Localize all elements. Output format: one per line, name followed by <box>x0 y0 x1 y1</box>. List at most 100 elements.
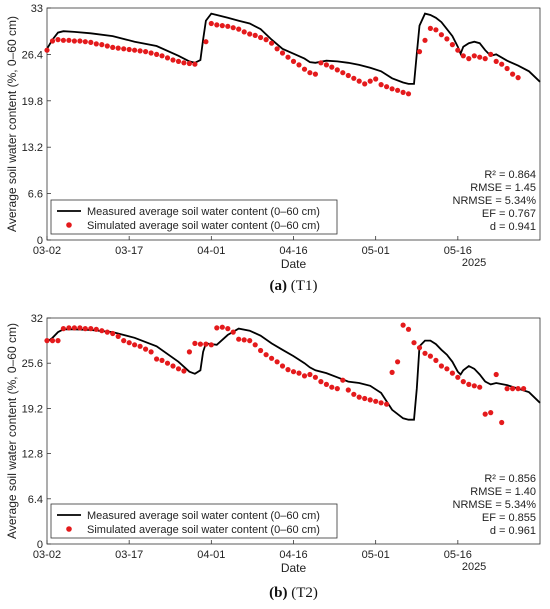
simulated-point <box>433 27 439 33</box>
x-tick-label: 05-01 <box>362 245 390 257</box>
simulated-point <box>77 38 83 44</box>
simulated-point <box>247 31 253 37</box>
x-tick-label: 05-01 <box>362 549 390 561</box>
simulated-point <box>132 342 138 348</box>
simulated-point <box>71 38 77 44</box>
simulated-point <box>301 66 308 72</box>
simulated-point <box>416 345 423 351</box>
legend-box <box>50 503 338 539</box>
simulated-point <box>378 400 384 406</box>
simulated-point <box>137 343 143 349</box>
stat-line: EF = 0.767 <box>482 208 536 220</box>
stat-line: NRMSE = 5.34% <box>453 195 537 207</box>
simulated-point <box>444 36 450 42</box>
x-tick-label: 05-16 <box>444 245 472 257</box>
simulated-point <box>181 368 187 374</box>
simulated-point <box>175 58 182 64</box>
simulated-point <box>208 342 214 348</box>
simulated-point <box>137 48 143 54</box>
simulated-point <box>258 347 264 354</box>
simulated-point <box>367 397 373 403</box>
simulated-point <box>389 86 395 92</box>
simulated-point <box>181 60 187 66</box>
figure-caption: (b) (T2) <box>269 585 318 601</box>
x-tick-label: 03-17 <box>115 549 143 561</box>
simulated-point <box>509 386 516 392</box>
simulated-point <box>460 379 466 385</box>
simulated-point <box>384 84 390 90</box>
simulated-point <box>400 322 406 328</box>
simulated-point <box>405 91 412 97</box>
stat-line: d = 0.961 <box>490 525 536 537</box>
simulated-point <box>82 326 88 332</box>
simulated-point <box>395 87 401 93</box>
simulated-point <box>389 369 395 375</box>
simulated-point <box>148 50 154 56</box>
simulated-point <box>93 326 99 332</box>
simulated-point <box>373 398 379 404</box>
simulated-point <box>422 350 428 356</box>
simulated-point <box>405 326 412 332</box>
simulated-point <box>312 374 318 380</box>
caption-text: (T1) <box>291 278 318 294</box>
simulated-point <box>499 419 505 426</box>
simulated-point <box>411 340 417 346</box>
simulated-point <box>444 366 450 372</box>
simulated-point <box>186 349 192 355</box>
simulated-point <box>236 26 242 32</box>
y-axis-title: Average soil water content (%, 0–60 cm) <box>5 16 19 232</box>
simulated-point <box>82 39 88 45</box>
y-tick-label: 26.4 <box>22 49 43 61</box>
simulated-point <box>356 78 362 84</box>
simulated-point <box>104 329 110 335</box>
y-tick-label: 32 <box>31 313 43 325</box>
simulated-point <box>329 384 335 390</box>
simulated-point <box>55 338 61 344</box>
simulated-point <box>515 75 521 81</box>
simulated-point <box>219 23 225 29</box>
simulated-point <box>175 366 182 372</box>
simulated-point <box>285 54 291 60</box>
simulated-point <box>44 47 50 53</box>
stat-line: RMSE = 1.40 <box>470 486 536 498</box>
simulated-point <box>197 341 203 347</box>
simulated-point <box>438 363 444 369</box>
simulated-point <box>241 29 247 35</box>
simulated-point <box>340 377 346 383</box>
simulated-point <box>477 384 483 390</box>
y-tick-label: 6.4 <box>28 494 43 506</box>
simulated-point <box>449 370 455 376</box>
stat-line: RMSE = 1.45 <box>470 182 536 194</box>
simulated-point <box>296 62 302 68</box>
simulated-point <box>499 61 505 67</box>
simulated-point <box>269 355 275 361</box>
stat-line: d = 0.941 <box>490 221 536 233</box>
simulated-point <box>252 32 258 39</box>
simulated-point <box>416 49 423 55</box>
y-tick-label: 0 <box>37 235 43 247</box>
simulated-point <box>362 81 368 87</box>
y-tick-label: 6.6 <box>28 189 43 201</box>
stat-line: NRMSE = 5.34% <box>453 499 537 511</box>
y-tick-label: 0 <box>37 539 43 551</box>
simulated-point <box>279 363 286 369</box>
simulated-point <box>471 383 477 389</box>
simulated-point <box>471 53 477 59</box>
simulated-point <box>351 75 357 81</box>
simulated-point <box>340 70 346 76</box>
simulated-point <box>422 37 428 43</box>
simulated-point <box>252 342 258 348</box>
simulated-point <box>49 338 56 344</box>
simulated-point <box>203 341 209 347</box>
simulated-point <box>225 326 231 332</box>
simulated-point <box>49 38 56 44</box>
simulated-point <box>427 25 433 31</box>
simulated-point <box>362 395 368 402</box>
simulated-point <box>192 61 198 67</box>
simulated-point <box>159 357 165 363</box>
simulated-point <box>219 324 225 330</box>
simulated-point <box>269 40 275 46</box>
simulated-point <box>285 367 291 373</box>
y-tick-label: 13.2 <box>22 142 43 154</box>
simulated-point <box>148 349 154 355</box>
